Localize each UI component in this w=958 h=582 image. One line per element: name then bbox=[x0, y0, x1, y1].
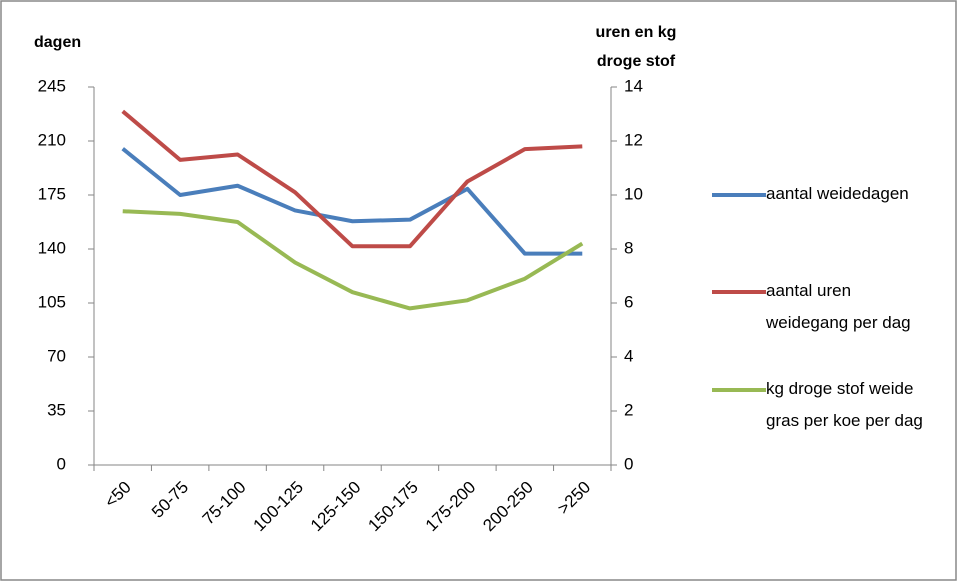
y2-tick-label: 2 bbox=[624, 400, 633, 419]
y-tick-label: 105 bbox=[38, 292, 66, 311]
legend-swatch bbox=[712, 388, 766, 392]
y-tick-label: 210 bbox=[38, 130, 66, 149]
y2-tick-label: 10 bbox=[624, 184, 643, 203]
y2-tick-label: 6 bbox=[624, 292, 633, 311]
y-tick-label: 175 bbox=[38, 184, 66, 203]
y2-axis-title: droge stof bbox=[597, 53, 676, 70]
data-line bbox=[121, 109, 583, 249]
y2-tick-label: 0 bbox=[624, 454, 633, 473]
y2-axis-title: uren en kg bbox=[596, 24, 677, 41]
y-axis-title: dagen bbox=[34, 34, 81, 51]
y2-tick-label: 8 bbox=[624, 238, 633, 257]
legend-entry: aantal uren weidegang per dag bbox=[712, 280, 952, 339]
legend-swatch bbox=[712, 193, 766, 197]
y-tick-label: 0 bbox=[57, 454, 66, 473]
y2-tick-label: 4 bbox=[624, 346, 633, 365]
y-tick-label: 70 bbox=[47, 346, 66, 365]
y2-tick-label: 12 bbox=[624, 130, 643, 149]
legend-entry: kg droge stof weide gras per koe per dag bbox=[712, 378, 952, 437]
legend-label: aantal uren weidegang per dag bbox=[766, 281, 911, 332]
y-tick-label: 245 bbox=[38, 76, 66, 95]
y2-tick-label: 14 bbox=[624, 76, 643, 95]
data-line bbox=[121, 147, 583, 256]
y-tick-label: 140 bbox=[38, 238, 66, 257]
legend-swatch bbox=[712, 290, 766, 294]
legend-label: kg droge stof weide gras per koe per dag bbox=[766, 379, 923, 430]
legend-label: aantal weidedagen bbox=[766, 184, 909, 203]
data-line bbox=[122, 209, 584, 311]
y-tick-label: 35 bbox=[47, 400, 66, 419]
legend-entry: aantal weidedagen bbox=[712, 183, 952, 210]
